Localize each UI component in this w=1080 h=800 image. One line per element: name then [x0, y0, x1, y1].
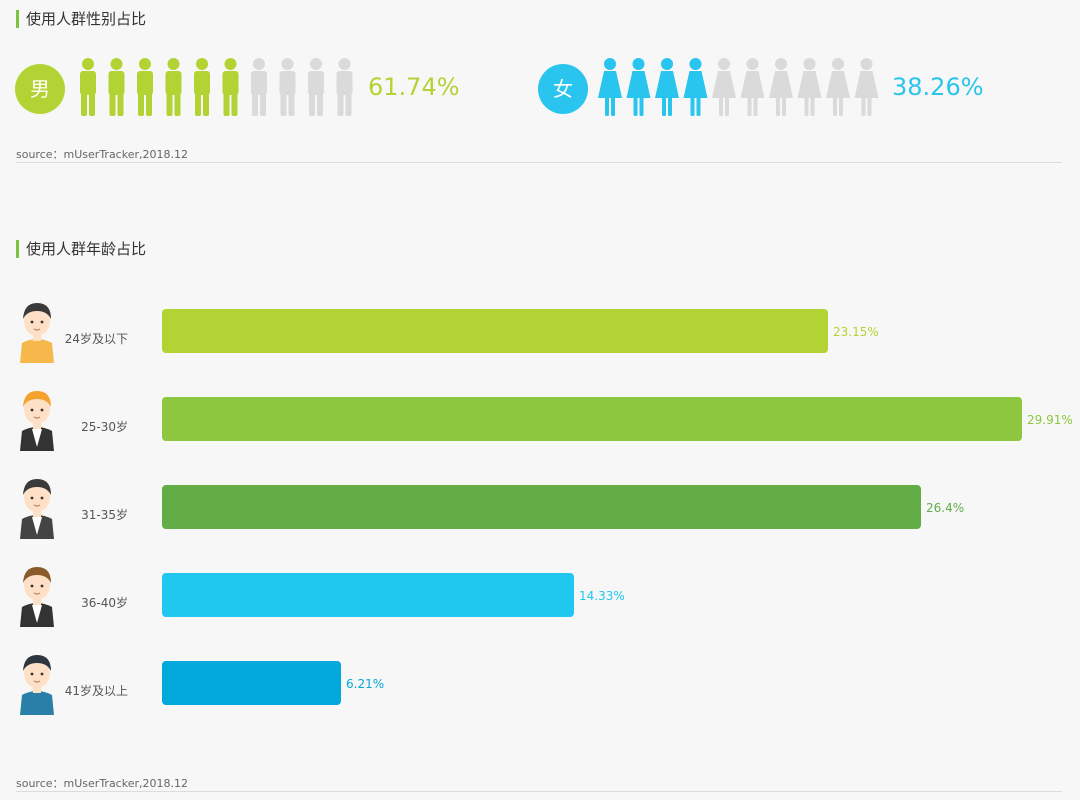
age-category-label: 24岁及以下: [64, 332, 128, 346]
inactive-person-icon: [854, 58, 879, 116]
age-category-label: 36-40岁: [81, 596, 128, 610]
female-person-icon: [626, 58, 651, 116]
age-category-label: 25-30岁: [81, 420, 128, 434]
female-person-icon: [598, 58, 622, 116]
inactive-person-icon: [712, 58, 736, 116]
age-bar: [162, 397, 1022, 441]
age-bar-chart: 24岁及以下 23.15% 25-30岁 29.91% 31-35岁 26.4% 36-40…: [0, 290, 1080, 730]
inactive-person-icon: [336, 58, 353, 116]
female-icon-row: [598, 58, 883, 118]
age-bar-value-label: 6.21%: [346, 677, 385, 691]
inactive-person-icon: [308, 58, 324, 116]
age-avatar-icon: [20, 303, 54, 363]
gender-divider: [16, 162, 1062, 163]
age-section-title: 使用人群年龄占比: [16, 240, 146, 258]
female-person-icon: [683, 58, 708, 116]
age-bar: [162, 573, 574, 617]
inactive-person-icon: [826, 58, 850, 116]
male-badge: 男: [15, 64, 65, 114]
male-icon-row: [78, 58, 363, 118]
age-category-label: 41岁及以上: [64, 684, 128, 698]
age-avatar-icon: [20, 479, 54, 539]
male-person-icon: [194, 58, 210, 116]
male-percent: 61.74%: [368, 73, 460, 101]
female-person-icon: [655, 58, 679, 116]
age-bar-value-label: 23.15%: [833, 325, 879, 339]
age-category-label: 31-35岁: [81, 508, 128, 522]
age-source: source：mUserTracker,2018.12: [16, 777, 188, 790]
age-divider: [16, 791, 1062, 792]
male-person-icon: [108, 58, 125, 116]
inactive-person-icon: [769, 58, 793, 116]
age-bar: [162, 485, 921, 529]
female-badge: 女: [538, 64, 588, 114]
inactive-person-icon: [279, 58, 296, 116]
age-bar-value-label: 14.33%: [579, 589, 625, 603]
inactive-person-icon: [797, 58, 822, 116]
age-avatar-icon: [20, 655, 54, 715]
male-person-icon: [222, 58, 239, 116]
inactive-person-icon: [251, 58, 267, 116]
inactive-person-icon: [740, 58, 765, 116]
male-person-icon: [80, 58, 96, 116]
age-avatar-icon: [20, 391, 54, 451]
male-person-icon: [165, 58, 182, 116]
age-bar-value-label: 29.91%: [1027, 413, 1073, 427]
age-bar: [162, 309, 828, 353]
female-percent: 38.26%: [892, 73, 984, 101]
gender-section-title: 使用人群性别占比: [16, 10, 146, 28]
age-avatar-icon: [20, 567, 54, 627]
gender-source: source：mUserTracker,2018.12: [16, 148, 188, 161]
male-person-icon: [137, 58, 153, 116]
age-bar: [162, 661, 341, 705]
age-bar-value-label: 26.4%: [926, 501, 965, 515]
